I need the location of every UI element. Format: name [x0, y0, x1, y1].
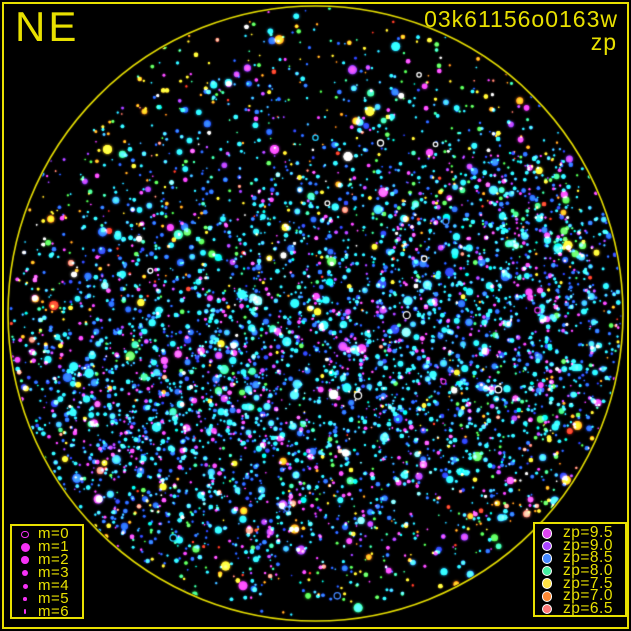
legend-row: m=2 [12, 551, 82, 569]
zp-color-swatch-icon [541, 540, 553, 552]
zp-color-swatch-icon [541, 591, 553, 602]
legend-row: zp=9.5 [535, 524, 625, 542]
legend-row: m=6 [12, 602, 82, 620]
legend-label: zp=9.5 [563, 524, 613, 542]
legend-label: zp=7.5 [563, 574, 613, 592]
legend-row: m=3 [12, 564, 82, 582]
zp-color-swatch-icon [541, 565, 553, 577]
legend-row: m=0 [12, 525, 82, 543]
magnitude-marker-icon [21, 569, 29, 577]
magnitude-marker-icon [22, 583, 28, 589]
legend-row: zp=8.5 [535, 549, 625, 567]
legend-row: zp=9.0 [535, 536, 625, 554]
legend-row: zp=8.0 [535, 562, 625, 580]
legend-label: zp=8.5 [563, 549, 613, 567]
magnitude-marker-icon [21, 530, 29, 539]
magnitude-marker-icon [21, 556, 29, 564]
zp-color-legend: zp=9.5 zp=9.0 zp=8.5 zp=8.0 zp=7.5 zp=7.… [533, 522, 627, 617]
magnitude-legend: m=0 m=1 m=2 m=3 m=4 m=5 m=6 [10, 524, 84, 619]
legend-label: m=5 [38, 589, 70, 607]
legend-row: zp=7.0 [535, 587, 625, 605]
legend-label: zp=7.0 [563, 587, 613, 605]
zp-color-swatch-icon [541, 603, 553, 615]
legend-label: m=4 [38, 577, 70, 594]
legend-label: zp=8.0 [563, 562, 613, 580]
legend-row: m=4 [12, 577, 82, 594]
legend-label: m=6 [38, 602, 70, 620]
legend-label: m=1 [38, 538, 70, 556]
zp-color-swatch-icon [541, 578, 553, 589]
zp-color-swatch-icon [541, 553, 553, 564]
legend-label: zp=9.0 [563, 536, 613, 554]
legend-row: zp=7.5 [535, 574, 625, 592]
magnitude-marker-icon [23, 609, 27, 615]
legend-label: m=3 [38, 564, 70, 582]
legend-row: m=1 [12, 538, 82, 556]
color-variable-label: zp [590, 29, 617, 55]
exposure-title: 03k61156o0163w [424, 6, 618, 32]
legend-label: m=0 [38, 525, 70, 543]
orientation-label: NE [15, 3, 80, 50]
legend-row: zp=6.5 [535, 599, 625, 617]
legend-label: m=2 [38, 551, 70, 569]
legend-label: zp=6.5 [563, 599, 613, 617]
zp-color-swatch-icon [541, 528, 553, 539]
legend-row: m=5 [12, 589, 82, 607]
magnitude-marker-icon [23, 597, 27, 601]
magnitude-marker-icon [20, 542, 30, 552]
